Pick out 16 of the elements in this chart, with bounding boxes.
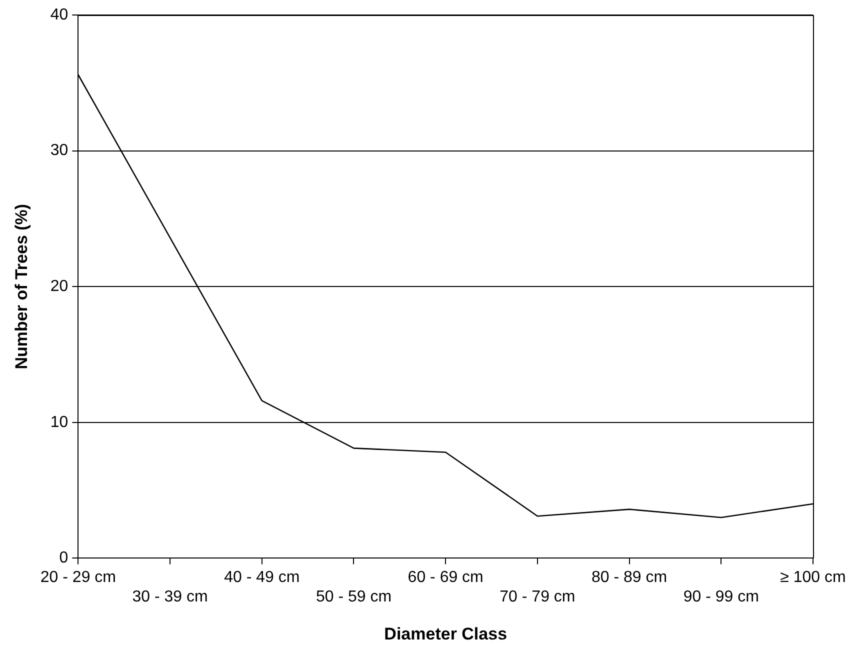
x-tick-label: 90 - 99 cm xyxy=(683,588,759,606)
x-tick-label: 80 - 89 cm xyxy=(592,569,668,586)
y-tick-label: 30 xyxy=(50,142,68,160)
y-tick-label: 0 xyxy=(59,550,68,567)
y-tick-label: 20 xyxy=(50,278,68,296)
y-tick-label: 10 xyxy=(50,414,68,431)
x-tick-label: 30 - 39 cm xyxy=(132,588,208,606)
x-tick-label: ≥ 100 cm xyxy=(780,569,846,586)
y-tick-label: 40 xyxy=(50,6,68,24)
x-tick-label: 50 - 59 cm xyxy=(316,588,392,606)
x-tick-label: 40 - 49 cm xyxy=(224,569,300,586)
x-tick-label: 70 - 79 cm xyxy=(500,588,576,606)
x-tick-label: 20 - 29 cm xyxy=(40,569,116,586)
x-tick-label: 60 - 69 cm xyxy=(408,569,484,586)
y-axis-title: Number of Trees (%) xyxy=(12,204,31,370)
x-axis-title: Diameter Class xyxy=(384,624,508,644)
